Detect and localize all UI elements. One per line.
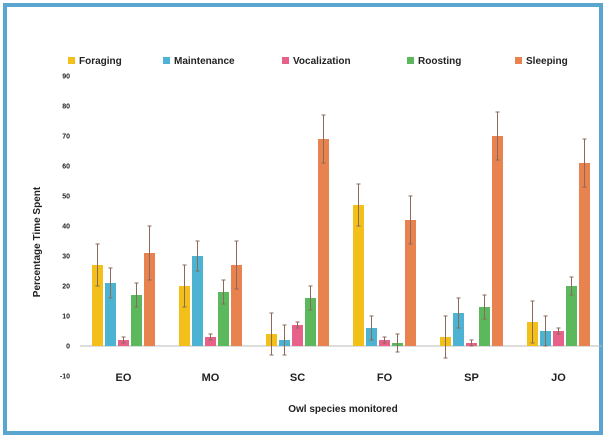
x-axis-label: Owl species monitored bbox=[288, 404, 397, 415]
bar-foraging-eo bbox=[92, 265, 103, 346]
x-tick-label-sc: SC bbox=[290, 372, 305, 384]
legend-label-sleeping: Sleeping bbox=[526, 56, 568, 67]
x-tick-label-sp: SP bbox=[464, 372, 479, 384]
legend-label-roosting: Roosting bbox=[418, 56, 461, 67]
y-axis-ticks: -10 0 10 20 30 40 50 60 70 80 90 bbox=[60, 74, 70, 381]
x-tick-label-jo: JO bbox=[551, 372, 566, 384]
y-tick-label: 70 bbox=[62, 134, 70, 141]
bar-roosting-sc bbox=[305, 298, 316, 346]
y-tick-label: 80 bbox=[62, 104, 70, 111]
legend-swatch-vocalization bbox=[282, 57, 289, 64]
bar-foraging-mo bbox=[179, 286, 190, 346]
bar-vocalization-jo bbox=[553, 331, 564, 346]
y-tick-label: 0 bbox=[66, 344, 70, 351]
y-tick-label: 50 bbox=[62, 194, 70, 201]
y-tick-label: -10 bbox=[60, 374, 70, 381]
bar-maintenance-mo bbox=[192, 256, 203, 346]
bar-vocalization-mo bbox=[205, 337, 216, 346]
bar-roosting-eo bbox=[131, 295, 142, 346]
legend-label-maintenance: Maintenance bbox=[174, 56, 235, 67]
bar-roosting-jo bbox=[566, 286, 577, 346]
bar-maintenance-sp bbox=[453, 313, 464, 346]
x-tick-label-mo: MO bbox=[202, 372, 220, 384]
bar-roosting-mo bbox=[218, 292, 229, 346]
legend: Foraging Maintenance Vocalization Roosting S… bbox=[68, 56, 568, 67]
y-axis-label: Percentage Time Spent bbox=[32, 186, 43, 297]
legend-swatch-roosting bbox=[407, 57, 414, 64]
y-tick-label: 30 bbox=[62, 254, 70, 261]
bar-foraging-fo bbox=[353, 205, 364, 346]
bar-roosting-sp bbox=[479, 307, 490, 346]
y-tick-label: 10 bbox=[62, 314, 70, 321]
bar-maintenance-eo bbox=[105, 283, 116, 346]
x-tick-label-eo: EO bbox=[116, 372, 132, 384]
x-tick-label-fo: FO bbox=[377, 372, 393, 384]
bar-sleeping-sc bbox=[318, 139, 329, 346]
y-tick-label: 90 bbox=[62, 74, 70, 81]
y-tick-label: 60 bbox=[62, 164, 70, 171]
x-axis-ticks: EO MO SC FO SP JO bbox=[116, 372, 567, 384]
bar-sleeping-fo bbox=[405, 220, 416, 346]
bar-sleeping-sp bbox=[492, 136, 503, 346]
bar-sleeping-mo bbox=[231, 265, 242, 346]
bars bbox=[92, 111, 590, 359]
bar-sleeping-jo bbox=[579, 163, 590, 346]
legend-label-vocalization: Vocalization bbox=[293, 56, 351, 67]
legend-label-foraging: Foraging bbox=[79, 56, 122, 67]
legend-swatch-sleeping bbox=[515, 57, 522, 64]
bar-sleeping-eo bbox=[144, 253, 155, 346]
legend-swatch-foraging bbox=[68, 57, 75, 64]
bar-vocalization-sc bbox=[292, 325, 303, 346]
legend-swatch-maintenance bbox=[163, 57, 170, 64]
y-tick-label: 20 bbox=[62, 284, 70, 291]
y-tick-label: 40 bbox=[62, 224, 70, 231]
